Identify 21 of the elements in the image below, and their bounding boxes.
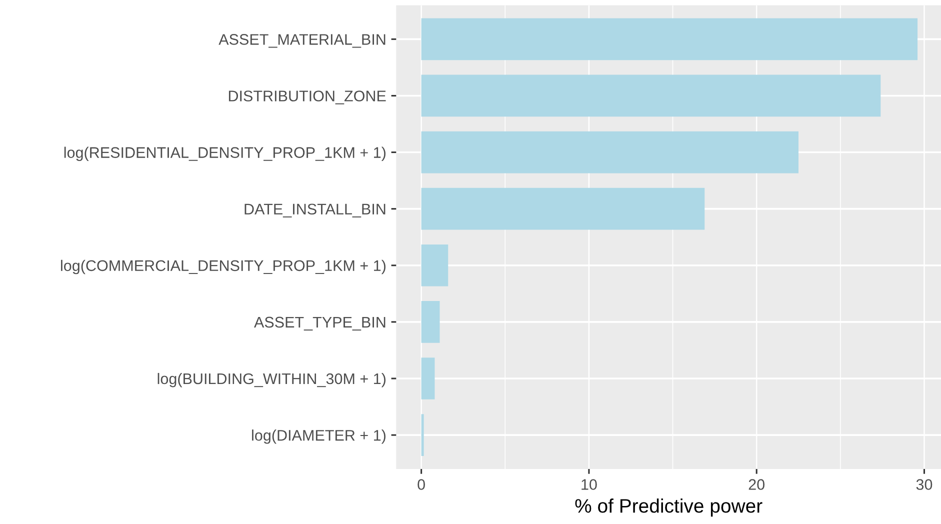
y-tick-label: ASSET_TYPE_BIN — [254, 316, 386, 331]
bar — [421, 358, 435, 400]
x-tick-label: 20 — [748, 479, 764, 490]
x-tick-label: 0 — [418, 479, 425, 490]
x-tick-label: 30 — [916, 479, 932, 490]
y-tick-label: log(DIAMETER + 1) — [252, 430, 386, 444]
y-tick-label: ASSET_MATERIAL_BIN — [218, 34, 386, 48]
y-tick-label: log(BUILDING_WITHIN_30M + 1) — [158, 372, 386, 388]
x-tick-label: 10 — [582, 479, 597, 490]
bar — [421, 131, 799, 174]
y-tick-label: log(RESIDENTIAL_DENSITY_PROP_1KM + 1) — [64, 146, 386, 161]
x-axis-title: % of Predictive power — [575, 498, 762, 517]
y-tick-label: DISTRIBUTION_ZONE — [228, 90, 386, 104]
bar — [421, 301, 440, 343]
y-tick-label: log(COMMERCIAL_DENSITY_PROP_1KM + 1) — [61, 260, 386, 274]
y-tick-label: DATE_INSTALL_BIN — [244, 204, 386, 218]
bar — [421, 414, 424, 456]
bar — [421, 188, 705, 230]
bar — [421, 74, 881, 117]
bar — [421, 244, 448, 286]
bar — [421, 18, 918, 60]
